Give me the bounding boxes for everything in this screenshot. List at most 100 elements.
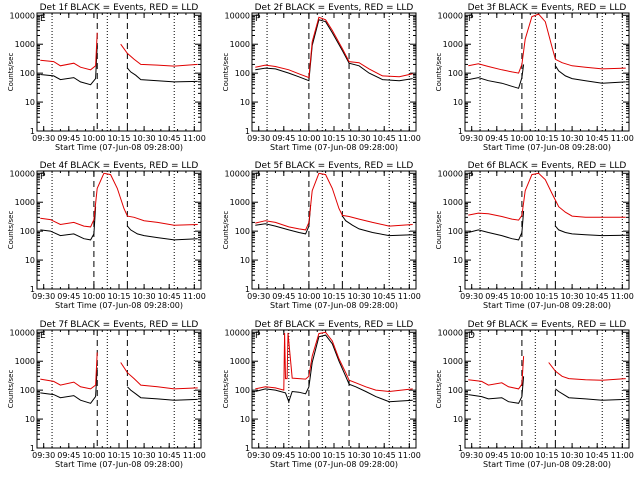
- x-tick-label: 10:30: [348, 451, 371, 460]
- events-series-line: [554, 65, 626, 84]
- series-group: [40, 32, 198, 86]
- lld-series-line: [548, 362, 626, 381]
- x-tick-label: 09:45: [57, 451, 80, 460]
- x-tick-label: 09:30: [247, 134, 270, 143]
- y-axis-label: Counts/sec: [7, 370, 15, 409]
- x-axis-label: Start Time (07-Jun-08 09:28:00): [483, 301, 611, 310]
- x-axis-label: Start Time (07-Jun-08 09:28:00): [270, 460, 398, 469]
- x-tick-label: 10:15: [322, 134, 345, 143]
- y-tick-label: 100: [235, 69, 250, 78]
- x-tick-label: 10:30: [561, 134, 584, 143]
- y-tick-label: 10000: [225, 11, 250, 20]
- x-tick-label: 10:30: [133, 134, 156, 143]
- x-tick-label: 11:00: [183, 134, 206, 143]
- y-tick-label: 100: [235, 386, 250, 395]
- y-axis-label: Counts/sec: [435, 211, 443, 250]
- series-group: [468, 13, 626, 89]
- x-axis-label: Start Time (07-Jun-08 09:28:00): [55, 143, 183, 152]
- x-tick-label: 10:00: [510, 451, 533, 460]
- lld-series-line: [40, 32, 98, 71]
- attenuator-state-label: D: [468, 331, 475, 341]
- events-series-line: [127, 386, 198, 401]
- x-tick-label: 10:15: [107, 451, 130, 460]
- panel-title: Det 5f BLACK = Events, RED = LLD: [255, 161, 414, 171]
- y-tick-label: 1: [30, 444, 35, 453]
- x-tick-label: 09:45: [485, 134, 508, 143]
- y-tick-label: 1000: [230, 357, 250, 366]
- y-tick-label: 10: [240, 415, 250, 424]
- x-tick-label: 09:45: [272, 451, 295, 460]
- y-tick-label: 10000: [10, 328, 35, 337]
- events-series-line: [341, 215, 413, 237]
- panel-2: Det 2f BLACK = Events, RED = LLD 1 10 100 10…: [222, 3, 421, 152]
- attenuator-state-label: P: [468, 14, 474, 24]
- events-series-line: [40, 206, 97, 241]
- events-series-line: [255, 19, 413, 82]
- panel-3: Det 3f BLACK = Events, RED = LLD 1 10 100 10…: [435, 3, 634, 152]
- x-tick-label: 09:45: [57, 134, 80, 143]
- x-tick-label: 10:15: [107, 134, 130, 143]
- panel-title: Det 6f BLACK = Events, RED = LLD: [468, 161, 627, 171]
- x-axis-label: Start Time (07-Jun-08 09:28:00): [483, 460, 611, 469]
- x-tick-label: 10:45: [586, 292, 609, 301]
- x-tick-label: 11:00: [398, 292, 421, 301]
- y-tick-label: 1: [458, 444, 463, 453]
- series-group: [468, 356, 626, 404]
- x-tick-label: 10:00: [297, 134, 320, 143]
- x-tick-label: 10:15: [535, 292, 558, 301]
- y-tick-label: 100: [20, 386, 35, 395]
- y-tick-label: 1: [458, 285, 463, 294]
- y-tick-label: 100: [448, 227, 463, 236]
- panel-4: Det 4f BLACK = Events, RED = LLD 1 10 100 10…: [7, 161, 206, 310]
- panel-7: Det 7f BLACK = Events, RED = LLD 1 10 100 10…: [7, 320, 206, 469]
- y-tick-label: 1000: [15, 40, 35, 49]
- attenuator-state-label: E: [40, 331, 46, 341]
- x-tick-label: 10:45: [373, 451, 396, 460]
- panel-title: Det 8f BLACK = Events, RED = LLD: [255, 320, 414, 330]
- series-group: [255, 172, 413, 237]
- events-series-line: [127, 225, 198, 241]
- x-tick-label: 10:30: [561, 292, 584, 301]
- x-tick-label: 10:15: [322, 292, 345, 301]
- x-tick-label: 11:00: [183, 451, 206, 460]
- x-tick-label: 10:45: [158, 451, 181, 460]
- x-tick-label: 10:00: [510, 134, 533, 143]
- x-tick-label: 10:00: [82, 451, 105, 460]
- y-tick-label: 1000: [15, 357, 35, 366]
- x-axis-label: Start Time (07-Jun-08 09:28:00): [55, 460, 183, 469]
- x-tick-label: 10:15: [535, 134, 558, 143]
- y-axis-label: Counts/sec: [7, 53, 15, 92]
- x-tick-label: 10:30: [348, 134, 371, 143]
- x-tick-label: 10:15: [535, 451, 558, 460]
- attenuator-state-label: E: [40, 14, 46, 24]
- x-tick-label: 10:30: [561, 451, 584, 460]
- y-tick-label: 100: [448, 386, 463, 395]
- series-group: [40, 352, 198, 404]
- panel-title: Det 7f BLACK = Events, RED = LLD: [40, 320, 199, 330]
- lld-series-line: [255, 331, 413, 393]
- x-tick-label: 10:00: [82, 134, 105, 143]
- y-tick-label: 10: [25, 98, 35, 107]
- attenuator-state-label: P: [255, 331, 261, 341]
- y-axis-label: Counts/sec: [7, 211, 15, 250]
- lld-series-line: [120, 43, 198, 67]
- y-tick-label: 10000: [438, 11, 463, 20]
- x-tick-label: 09:30: [247, 292, 270, 301]
- y-tick-label: 100: [448, 69, 463, 78]
- x-tick-label: 09:45: [485, 292, 508, 301]
- series-group: [468, 172, 626, 241]
- x-tick-label: 09:30: [32, 451, 55, 460]
- x-tick-label: 10:30: [348, 292, 371, 301]
- y-tick-label: 1: [245, 127, 250, 136]
- x-axis-label: Start Time (07-Jun-08 09:28:00): [55, 301, 183, 310]
- x-tick-label: 10:30: [133, 292, 156, 301]
- events-series-line: [40, 45, 98, 86]
- y-tick-label: 10: [25, 415, 35, 424]
- y-tick-label: 10: [240, 98, 250, 107]
- x-tick-label: 09:30: [32, 292, 55, 301]
- y-tick-label: 10: [453, 415, 463, 424]
- y-axis-label: Counts/sec: [222, 211, 230, 250]
- events-series-line: [468, 376, 525, 404]
- y-tick-label: 100: [20, 69, 35, 78]
